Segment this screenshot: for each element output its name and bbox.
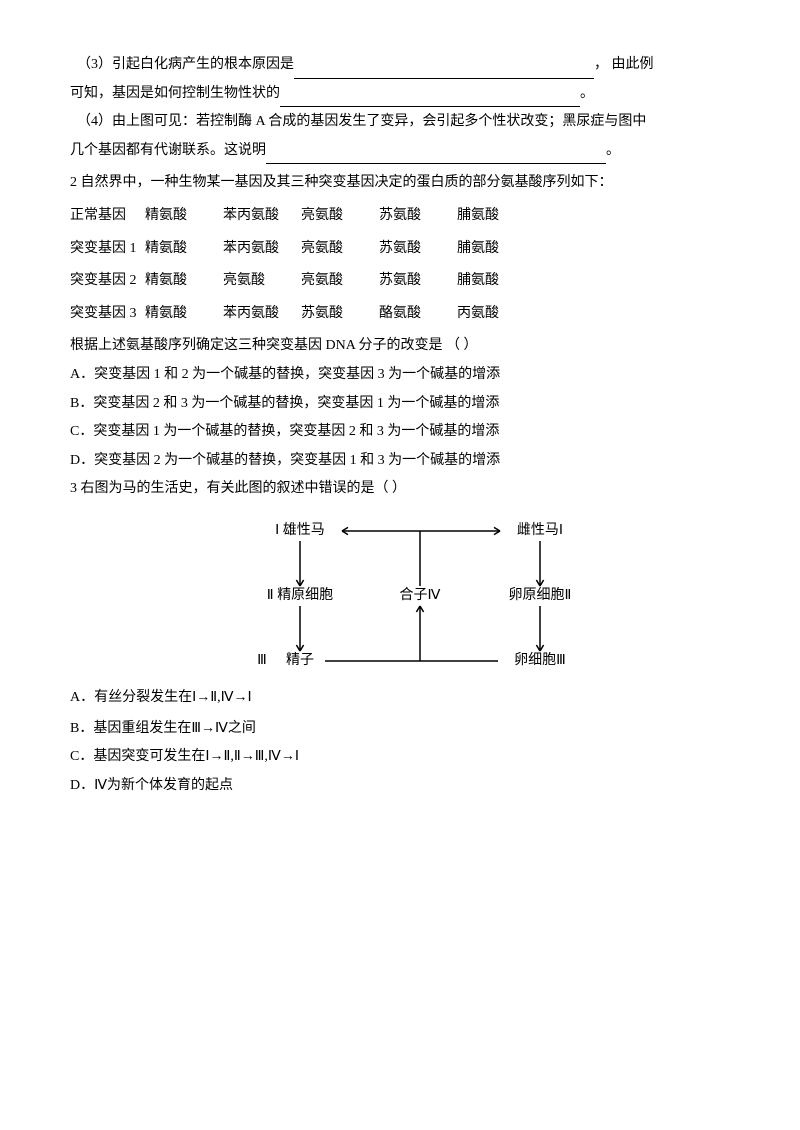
q3-optB: B．基因重组发生在Ⅲ→Ⅳ之间 [70,716,740,743]
q1-p4-line1: （4）由上图可见：若控制酶 A 合成的基因发生了变异，会引起多个性状改变；黑尿症… [70,109,740,136]
q2-optD: D．突变基因 2 为一个碱基的替换，突变基因 1 和 3 为一个碱基的增添 [70,448,740,475]
cell: 精氨酸 [145,268,223,295]
q2-optB: B．突变基因 2 和 3 为一个碱基的替换，突变基因 1 为一个碱基的增添 [70,391,740,418]
blank-q1-3a [294,64,594,79]
svg-text:卵原细胞Ⅱ: 卵原细胞Ⅱ [509,587,572,603]
blank-q1-3b [280,92,580,107]
cell: 脯氨酸 [457,203,535,230]
q2-table: 正常基因精氨酸苯丙氨酸亮氨酸苏氨酸脯氨酸突变基因 1精氨酸苯丙氨酸亮氨酸苏氨酸脯… [70,203,740,327]
table-row: 正常基因精氨酸苯丙氨酸亮氨酸苏氨酸脯氨酸 [70,203,740,230]
cell: 正常基因 [70,203,145,230]
cell: 苏氨酸 [379,268,457,295]
table-row: 突变基因 2精氨酸亮氨酸亮氨酸苏氨酸脯氨酸 [70,268,740,295]
q2-optA: A．突变基因 1 和 2 为一个碱基的替换，突变基因 3 为一个碱基的增添 [70,362,740,389]
table-row: 突变基因 3精氨酸苯丙氨酸苏氨酸酪氨酸丙氨酸 [70,301,740,328]
q2-ask: 根据上述氨基酸序列确定这三种突变基因 DNA 分子的改变是 （ ） [70,333,740,360]
cell: 苯丙氨酸 [223,203,301,230]
cell: 精氨酸 [145,301,223,328]
cell: 苏氨酸 [379,236,457,263]
cell: 苏氨酸 [379,203,457,230]
blank-q1-4 [266,149,606,164]
cell: 脯氨酸 [457,268,535,295]
cell: 精氨酸 [145,236,223,263]
table-row: 突变基因 1精氨酸苯丙氨酸亮氨酸苏氨酸脯氨酸 [70,236,740,263]
svg-text:精子: 精子 [286,652,314,668]
q3-lead: 3 右图为马的生活史，有关此图的叙述中错误的是（ ） [70,476,740,503]
cell: 苯丙氨酸 [223,236,301,263]
cell: 精氨酸 [145,203,223,230]
cell: 亮氨酸 [301,203,379,230]
q2-optC: C．突变基因 1 为一个碱基的替换，突变基因 2 和 3 为一个碱基的增添 [70,419,740,446]
cell: 突变基因 3 [70,301,145,328]
q1-p4c: 。 [606,143,620,158]
cell: 亮氨酸 [301,268,379,295]
q1-p4b: 几个基因都有代谢联系。这说明 [70,143,266,158]
svg-text:合子Ⅳ: 合子Ⅳ [400,587,441,603]
cell: 酪氨酸 [379,301,457,328]
cell: 突变基因 2 [70,268,145,295]
cell: 脯氨酸 [457,236,535,263]
q3-optD: D．Ⅳ为新个体发育的起点 [70,773,740,800]
q1-p3-line1: （3）引起白化病产生的根本原因是 ， 由此例 [70,52,740,79]
cell: 亮氨酸 [223,268,301,295]
svg-text:Ⅰ 雄性马: Ⅰ 雄性马 [275,522,325,538]
svg-text:卵细胞Ⅲ: 卵细胞Ⅲ [514,652,566,668]
svg-text:Ⅱ 精原细胞: Ⅱ 精原细胞 [267,587,333,603]
cell: 苏氨酸 [301,301,379,328]
q1-p3a: （3）引起白化病产生的根本原因是 [77,57,294,72]
q3-optA: A．有丝分裂发生在Ⅰ→Ⅱ,Ⅳ→Ⅰ [70,685,252,712]
q1-p3b: ， 由此例 [594,57,654,72]
q1-p3-line2: 可知，基因是如何控制生物性状的 。 [70,81,740,108]
q1-p3c: 可知，基因是如何控制生物性状的 [70,86,280,101]
cell: 丙氨酸 [457,301,535,328]
svg-text:Ⅲ: Ⅲ [257,653,267,668]
cell: 突变基因 1 [70,236,145,263]
cell: 苯丙氨酸 [223,301,301,328]
svg-text:雌性马Ⅰ: 雌性马Ⅰ [517,522,563,538]
q1-p3d: 。 [580,86,594,101]
q1-p4a: （4）由上图可见：若控制酶 A 合成的基因发生了变异，会引起多个性状改变；黑尿症… [77,114,646,129]
q3-optC: C．基因突变可发生在Ⅰ→Ⅱ,Ⅱ→Ⅲ,Ⅳ→Ⅰ [70,744,740,771]
q2-lead: 2 自然界中，一种生物某一基因及其三种突变基因决定的蛋白质的部分氨基酸序列如下： [70,170,740,197]
cell: 亮氨酸 [301,236,379,263]
q3-diagram: Ⅰ 雄性马 雌性马Ⅰ Ⅱ 精原细胞 合子Ⅳ 卵原细胞Ⅱ Ⅲ 精子 卵细胞Ⅲ [230,511,610,681]
q1-p4-line2: 几个基因都有代谢联系。这说明 。 [70,138,740,165]
